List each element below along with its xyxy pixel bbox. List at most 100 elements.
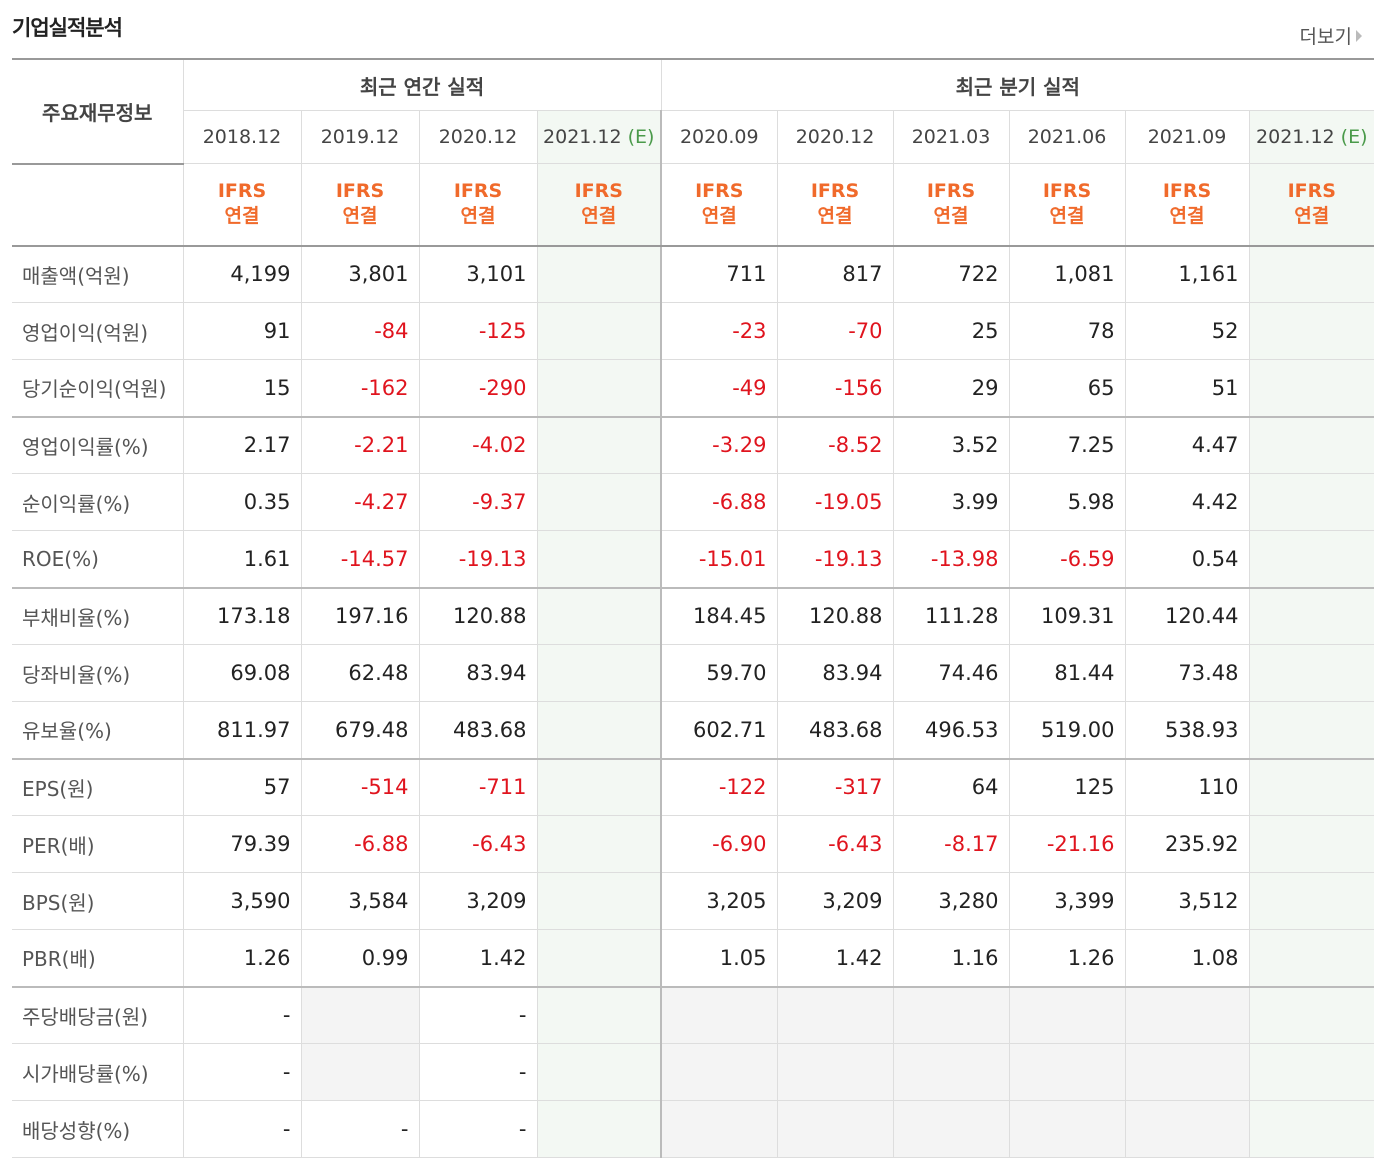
more-link[interactable]: 더보기 [1300,22,1362,49]
table-cell: 817 [776,245,894,303]
table-cell: 496.53 [892,701,1010,760]
column-date-header: 2021.12 (E) [536,110,662,164]
table-cell: -4.02 [418,416,537,474]
table-cell: -317 [776,758,894,816]
table-cell: -8.52 [776,416,894,474]
table-cell [1248,872,1375,930]
table-cell: 3,209 [776,872,894,930]
table-cell: 3,584 [300,872,419,930]
table-cell [1008,1043,1126,1101]
table-row: 순이익률(%) 0.35 -4.27 -9.37 -6.88 -19.05 3.99 5.98… [12,473,1375,531]
table-cell: 197.16 [300,587,419,645]
table-row: 주당배당금(원) - - [12,986,1375,1044]
table-cell [1248,986,1375,1044]
column-date-header: 2018.12 [182,110,301,164]
row-label: EPS(원) [12,758,183,816]
table-cell: -6.88 [300,815,419,873]
table-row: 당좌비율(%) 69.08 62.48 83.94 59.70 83.94 74.46 81.… [12,644,1375,702]
column-date: 2021.06 [1027,126,1107,148]
column-date: 2020.09 [679,126,759,148]
table-cell: -6.59 [1008,530,1126,589]
table-cell: 3,399 [1008,872,1126,930]
row-label: PER(배) [12,815,183,873]
table-cell [536,701,662,760]
table-cell: 184.45 [660,587,778,645]
column-date-header: 2020.12 [776,110,894,164]
estimate-tag: (E) [627,126,655,148]
table-cell [536,245,662,303]
table-row: 배당성향(%) - - - [12,1100,1375,1158]
table-cell [892,986,1010,1044]
table-cell: 25 [892,302,1010,360]
table-cell: 1.42 [776,929,894,988]
ifrs-line2: 연결 [1169,205,1205,228]
table-cell: 1.05 [660,929,778,988]
table-cell [660,1043,778,1101]
table-cell [300,1043,419,1101]
table-cell: -13.98 [892,530,1010,589]
table-cell [1248,758,1375,816]
table-cell: 57 [182,758,301,816]
row-label: 유보율(%) [12,701,183,760]
table-cell: - [418,1043,537,1101]
table-cell: 81.44 [1008,644,1126,702]
column-date-header: 2020.09 [660,110,778,164]
table-cell: 3.99 [892,473,1010,531]
table-cell: -162 [300,359,419,418]
ifrs-line2: 연결 [933,205,969,228]
table-cell: 3,590 [182,872,301,930]
row-label: 시가배당률(%) [12,1043,183,1101]
column-date-header: 2021.12 (E) [1248,110,1375,164]
table-row: ROE(%) 1.61 -14.57 -19.13 -15.01 -19.13 -13.98… [12,530,1375,589]
table-cell: 1.16 [892,929,1010,988]
table-cell: 111.28 [892,587,1010,645]
table-cell: - [418,986,537,1044]
ifrs-line2: 연결 [1294,205,1330,228]
row-label: BPS(원) [12,872,183,930]
table-cell [1248,644,1375,702]
table-cell [1248,587,1375,645]
table-cell [536,302,662,360]
table-cell: 483.68 [776,701,894,760]
table-cell: - [418,1100,537,1158]
column-date: 2021.09 [1147,126,1227,148]
table-cell: 4.47 [1124,416,1250,474]
table-cell: 3.52 [892,416,1010,474]
table-cell [1008,986,1126,1044]
table-cell [536,929,662,988]
table-cell: -6.88 [660,473,778,531]
table-cell: 811.97 [182,701,301,760]
row-label: 부채비율(%) [12,587,183,645]
corner-label: 주요재무정보 [12,58,183,165]
table-cell: 1,161 [1124,245,1250,303]
table-cell: 78 [1008,302,1126,360]
ifrs-badge: IFRS 연결 [300,163,419,247]
table-cell: 69.08 [182,644,301,702]
column-date: 2018.12 [202,126,282,148]
table-cell [300,986,419,1044]
group-annual-header: 최근 연간 실적 [182,58,662,111]
column-date-header: 2020.12 [418,110,537,164]
row-label: PBR(배) [12,929,183,988]
table-cell [536,416,662,474]
table-cell: 1.42 [418,929,537,988]
table-cell: -2.21 [300,416,419,474]
column-date-header: 2021.03 [892,110,1010,164]
row-label: 당기순이익(억원) [12,359,183,418]
table-cell: 483.68 [418,701,537,760]
table-cell: -122 [660,758,778,816]
table-cell [1248,530,1375,589]
table-cell: 1.26 [1008,929,1126,988]
table-cell [660,1100,778,1158]
ifrs-badge: IFRS 연결 [660,163,778,247]
column-date: 2021.03 [911,126,991,148]
row-label: 당좌비율(%) [12,644,183,702]
table-cell: -6.43 [776,815,894,873]
table-cell: 4,199 [182,245,301,303]
table-cell [892,1100,1010,1158]
table-cell: -6.90 [660,815,778,873]
ifrs-line2: 연결 [224,205,260,228]
column-date-header: 2019.12 [300,110,419,164]
table-row: 유보율(%) 811.97 679.48 483.68 602.71 483.68 496.… [12,701,1375,760]
